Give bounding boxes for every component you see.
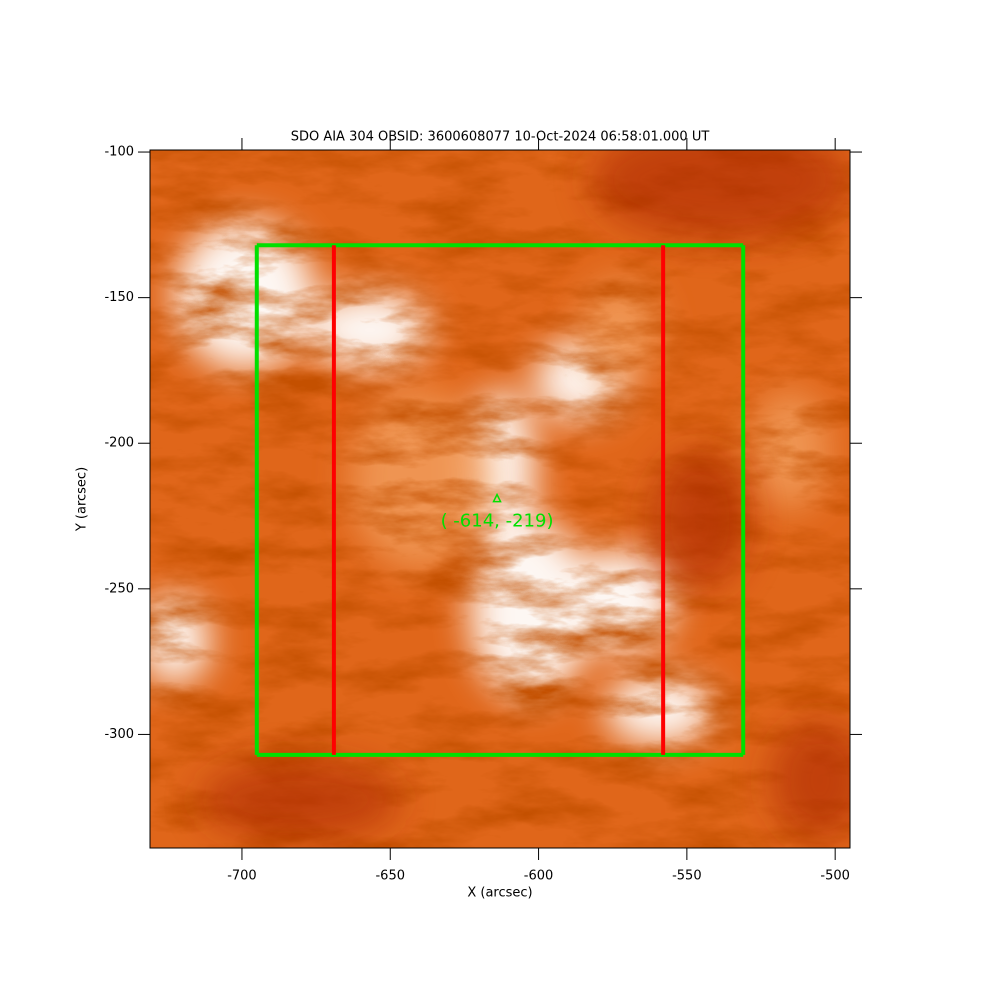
x-tick-label: -550 xyxy=(672,869,702,884)
x-axis-label: X (arcsec) xyxy=(467,886,532,901)
y-tick-label: -200 xyxy=(104,436,134,451)
y-axis-label: Y (arcsec) xyxy=(75,467,90,532)
x-tick-label: -650 xyxy=(375,869,405,884)
x-tick-label: -500 xyxy=(820,869,850,884)
chart-title: SDO AIA 304 OBSID: 3600608077 10-Oct-202… xyxy=(291,130,710,145)
plot-frame xyxy=(149,149,851,849)
solar-image xyxy=(150,150,850,848)
y-tick-label: -100 xyxy=(104,145,134,160)
center-marker xyxy=(492,492,502,503)
x-tick-label: -600 xyxy=(524,869,554,884)
x-tick-label: -700 xyxy=(227,869,257,884)
y-tick-label: -300 xyxy=(104,727,134,742)
y-tick-label: -150 xyxy=(104,290,134,305)
y-tick-label: -250 xyxy=(104,581,134,596)
marker-label: ( -614, -219) xyxy=(441,511,554,532)
